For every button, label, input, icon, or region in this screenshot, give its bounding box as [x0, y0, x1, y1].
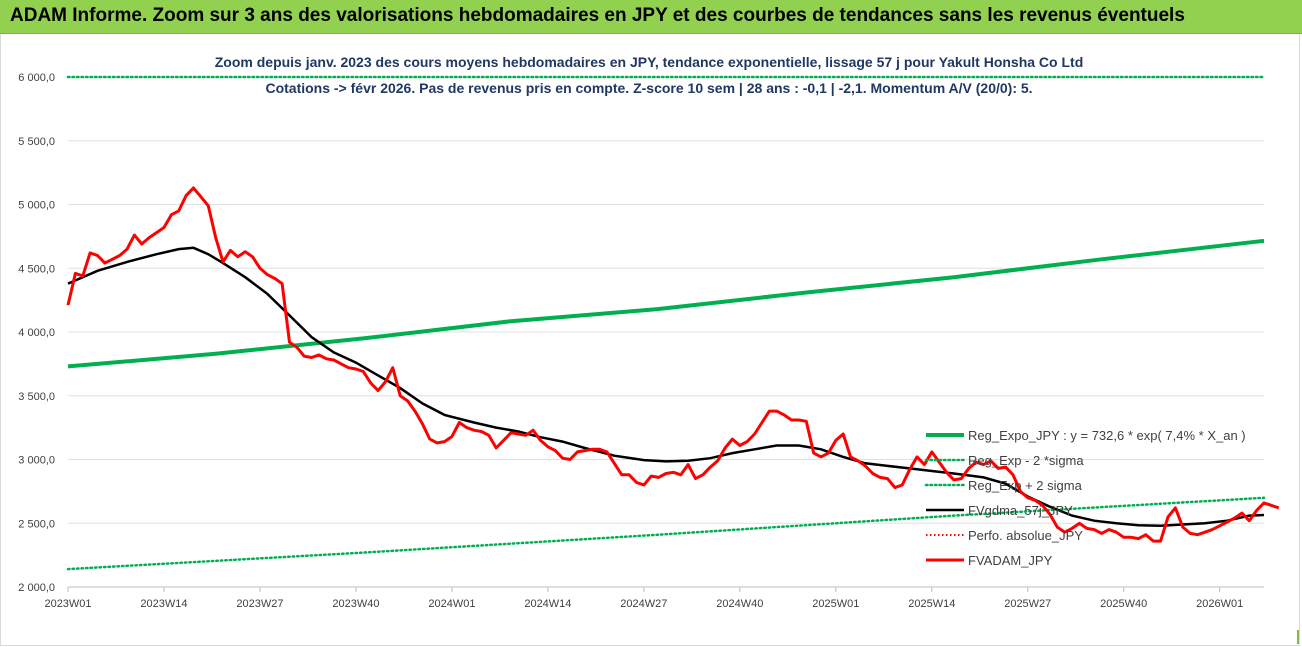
chart-title-line2: Cotations -> févr 2026. Pas de revenus p… [265, 80, 1032, 96]
x-tick-label: 2024W40 [716, 598, 763, 610]
y-tick-label: 3 500,0 [18, 391, 55, 403]
y-tick-label: 3 000,0 [18, 455, 55, 467]
y-tick-label: 2 500,0 [18, 518, 55, 530]
x-tick-label: 2023W14 [140, 598, 187, 610]
y-tick-label: 5 500,0 [18, 136, 55, 148]
x-axis: 2023W01 2023W14 2023W27 2023W40 2024W01 2024W… [44, 586, 1264, 610]
series-group [66, 75, 1280, 571]
legend-label-reg_expo: Reg_Expo_JPY : y = 732,6 * exp( 7,4% * X… [968, 428, 1246, 443]
legend: Reg_Expo_JPY : y = 732,6 * exp( 7,4% * X… [924, 428, 1246, 568]
line-chart: 2 000,0 2 500,0 3 000,0 3 500,0 4 000,0 4 500… [18, 54, 1280, 610]
x-tick-label: 2023W01 [44, 598, 91, 610]
legend-label-fvgdma: FVgdma_57j_JPY [968, 503, 1073, 518]
report-title: ADAM Informe. Zoom sur 3 ans des valoris… [10, 5, 1185, 26]
legend-label-perfo: Perfo. absolue_JPY [968, 528, 1083, 543]
x-tick-label: 2024W01 [428, 598, 475, 610]
gridlines [68, 76, 1264, 524]
series-line-minus2 [66, 496, 1266, 571]
y-axis: 2 000,0 2 500,0 3 000,0 3 500,0 4 000,0 4 500… [18, 72, 55, 594]
legend-label-plus2: Reg_Exp + 2 sigma [968, 478, 1083, 493]
x-tick-label: 2023W27 [236, 598, 283, 610]
series-line-reg_expo [67, 238, 1265, 369]
x-tick-label: 2025W40 [1100, 598, 1147, 610]
y-tick-label: 6 000,0 [18, 72, 55, 84]
y-tick-label: 4 000,0 [18, 327, 55, 339]
x-tick-label: 2025W14 [908, 598, 955, 610]
x-tick-label: 2025W01 [812, 598, 859, 610]
series-line-fvgdma [67, 246, 1265, 528]
x-tick-label: 2026W01 [1196, 598, 1243, 610]
x-tick-label: 2025W27 [1004, 598, 1051, 610]
chart-frame: 2 000,0 2 500,0 3 000,0 3 500,0 4 000,0 4 500… [0, 34, 1300, 646]
series-line-fvadam [66, 186, 1280, 543]
legend-label-minus2: Reg_Exp - 2 *sigma [968, 453, 1084, 468]
frame-corner-marker [1297, 630, 1299, 644]
chart-title-line1: Zoom depuis janv. 2023 des cours moyens … [215, 54, 1084, 70]
y-tick-label: 2 000,0 [18, 582, 55, 594]
report-header: ADAM Informe. Zoom sur 3 ans des valoris… [0, 0, 1302, 34]
x-tick-label: 2023W40 [332, 598, 379, 610]
x-tick-label: 2024W27 [620, 598, 667, 610]
x-tick-label: 2024W14 [524, 598, 571, 610]
chart-titles: Zoom depuis janv. 2023 des cours moyens … [215, 54, 1084, 96]
y-tick-label: 5 000,0 [18, 200, 55, 212]
legend-label-fvadam: FVADAM_JPY [968, 553, 1053, 568]
y-tick-label: 4 500,0 [18, 263, 55, 275]
